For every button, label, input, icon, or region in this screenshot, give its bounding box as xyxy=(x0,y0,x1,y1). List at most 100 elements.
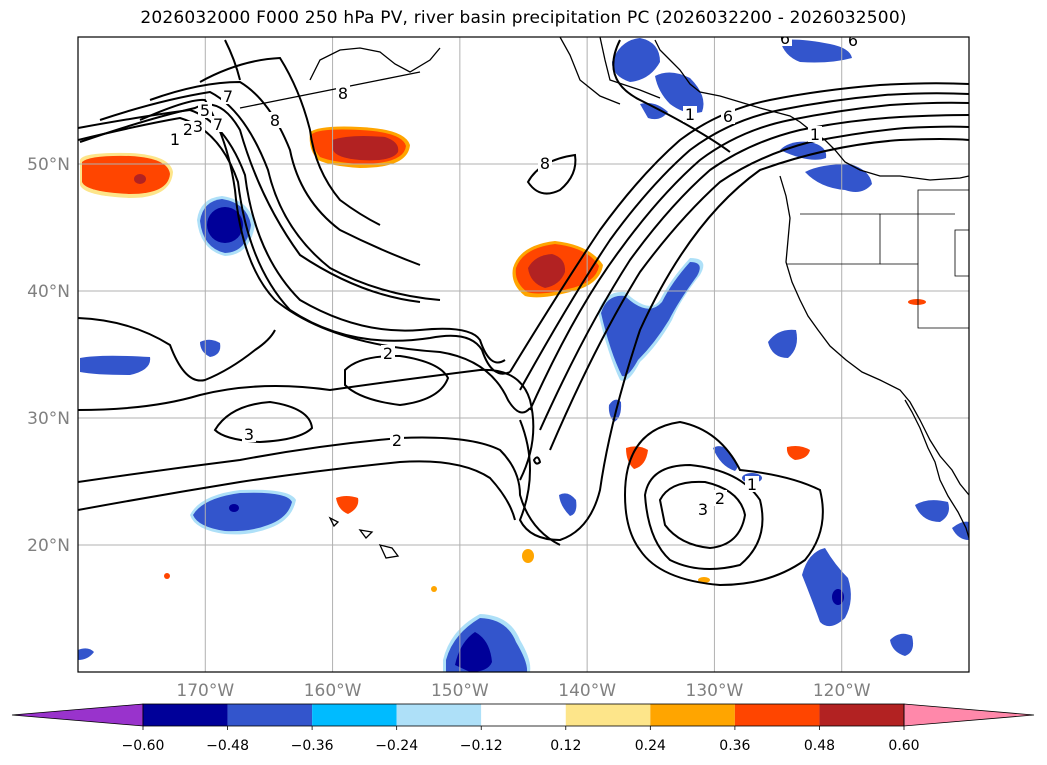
positive-blob-nw xyxy=(80,152,173,198)
y-tick-label: 20°N xyxy=(27,536,70,556)
colorbar-tick-label: 0.24 xyxy=(635,738,666,754)
negative-blob-small-9 xyxy=(78,648,94,660)
negative-blob-alaska-1 xyxy=(612,38,660,82)
colorbar-extend-high xyxy=(903,703,1035,727)
contour-label-bg xyxy=(538,155,552,171)
chart-title: 2026032000 F000 250 hPa PV, river basin … xyxy=(140,8,907,28)
contour-label-bg xyxy=(390,432,404,448)
x-tick-label: 120°W xyxy=(813,681,871,701)
contour-label: 6 xyxy=(780,29,790,48)
negative-blob-se xyxy=(802,548,851,627)
x-tick-label: 130°W xyxy=(686,681,744,701)
colorbar-extend-low xyxy=(11,703,144,727)
contour-label: 1 xyxy=(747,475,757,494)
colorbar-swatch xyxy=(143,704,228,726)
contour-label-bg xyxy=(745,476,759,492)
contour-label: 6 xyxy=(723,107,733,126)
positive-blob-central xyxy=(512,241,603,298)
colorbar-swatch xyxy=(481,704,566,726)
y-tick-label: 30°N xyxy=(27,409,70,429)
contour-label-bg xyxy=(198,102,212,118)
coastlines xyxy=(239,37,969,559)
contour-label-bg xyxy=(713,490,727,506)
colorbar-swatch xyxy=(650,704,735,726)
negative-blob-alaska-4 xyxy=(640,103,668,120)
x-tick-label: 150°W xyxy=(431,681,489,701)
contour-label: 7 xyxy=(223,87,233,106)
contour-label-bg xyxy=(221,88,235,104)
negative-blob-small-4 xyxy=(713,446,738,471)
contour-label: 3 xyxy=(193,117,203,136)
gridlines xyxy=(78,37,969,672)
colorbar-tick-label: −0.36 xyxy=(291,738,334,754)
negative-blob-nw-america xyxy=(805,164,872,192)
contour-label: 1 xyxy=(685,105,695,124)
colorbar-tick-label: 0.36 xyxy=(719,738,750,754)
contour-label: 5 xyxy=(200,101,210,120)
colorbar: −0.60 −0.48 −0.36 −0.24 −0.12 0.12 0.24 0.36 0.4… xyxy=(11,703,1035,754)
x-tick-labels: 170°W 160°W 150°W 140°W 130°W 120°W xyxy=(176,681,870,701)
contour-label-bg xyxy=(168,131,182,147)
contour-label-bg xyxy=(381,345,395,361)
contour-label: 2 xyxy=(715,489,725,508)
negative-blob-subtropic xyxy=(190,489,296,535)
colorbar-tick-label: −0.48 xyxy=(206,738,249,754)
colorbar-tick-label: −0.12 xyxy=(460,738,503,754)
negative-blob-far-west xyxy=(80,355,151,375)
x-tick-label: 170°W xyxy=(176,681,234,701)
contour-label-bg xyxy=(846,37,860,48)
pv-contour-layer xyxy=(78,39,969,587)
colorbar-swatch xyxy=(227,704,313,726)
x-tick-label: 140°W xyxy=(558,681,616,701)
negative-blob-alaska-3 xyxy=(780,39,852,63)
contour-label-bg xyxy=(721,108,735,124)
contour-label: 8 xyxy=(270,111,280,130)
contour-label-bg xyxy=(696,501,710,517)
contour-label: 2 xyxy=(183,120,193,139)
contour-label-bg xyxy=(211,116,225,132)
contour-label-bg xyxy=(268,112,282,128)
colorbar-swatch xyxy=(734,704,820,726)
y-tick-label: 50°N xyxy=(27,155,70,175)
contour-label-bg xyxy=(191,118,205,134)
x-tick-label: 160°W xyxy=(304,681,362,701)
negative-blob-bc xyxy=(780,141,827,160)
colorbar-tick-label: −0.60 xyxy=(122,738,165,754)
colorbar-swatch xyxy=(312,704,397,726)
positive-blob-aleutian xyxy=(309,126,410,168)
negative-blob-small-6 xyxy=(890,633,914,656)
colorbar-swatch xyxy=(819,704,904,726)
contour-label-bg xyxy=(808,126,822,142)
negative-blob-west xyxy=(197,196,255,256)
contour-label: 2 xyxy=(392,431,402,450)
negative-blob-south xyxy=(443,614,531,672)
colorbar-tick-label: −0.24 xyxy=(375,738,418,754)
map-frame xyxy=(77,36,970,673)
contour-label-bg xyxy=(683,106,697,122)
colorbar-tick-label: 0.60 xyxy=(888,738,919,754)
contour-label: 1 xyxy=(170,130,180,149)
contour-label: 8 xyxy=(338,84,348,103)
negative-blob-alaska-2 xyxy=(655,72,704,113)
negative-blob-coast xyxy=(768,329,797,358)
colorbar-swatch xyxy=(396,704,482,726)
colorbar-swatch xyxy=(565,704,651,726)
colorbar-tick-label: 0.12 xyxy=(550,738,581,754)
colorbar-tick-label: 0.48 xyxy=(804,738,835,754)
y-tick-label: 40°N xyxy=(27,282,70,302)
contour-label: 2 xyxy=(383,344,393,363)
contour-label-bg xyxy=(242,426,256,442)
negative-blob-small-7 xyxy=(915,500,949,522)
contour-label-bg xyxy=(336,85,350,101)
contour-label: 8 xyxy=(540,154,550,173)
contour-label: 3 xyxy=(698,500,708,519)
positive-blob-small xyxy=(164,299,926,592)
negative-blob-small-3 xyxy=(559,493,577,516)
contour-label: 6 xyxy=(848,31,858,50)
contour-label: 3 xyxy=(244,425,254,444)
state-borders xyxy=(786,176,969,329)
contour-label: 7 xyxy=(213,115,223,134)
contour-label-bg xyxy=(778,37,792,46)
